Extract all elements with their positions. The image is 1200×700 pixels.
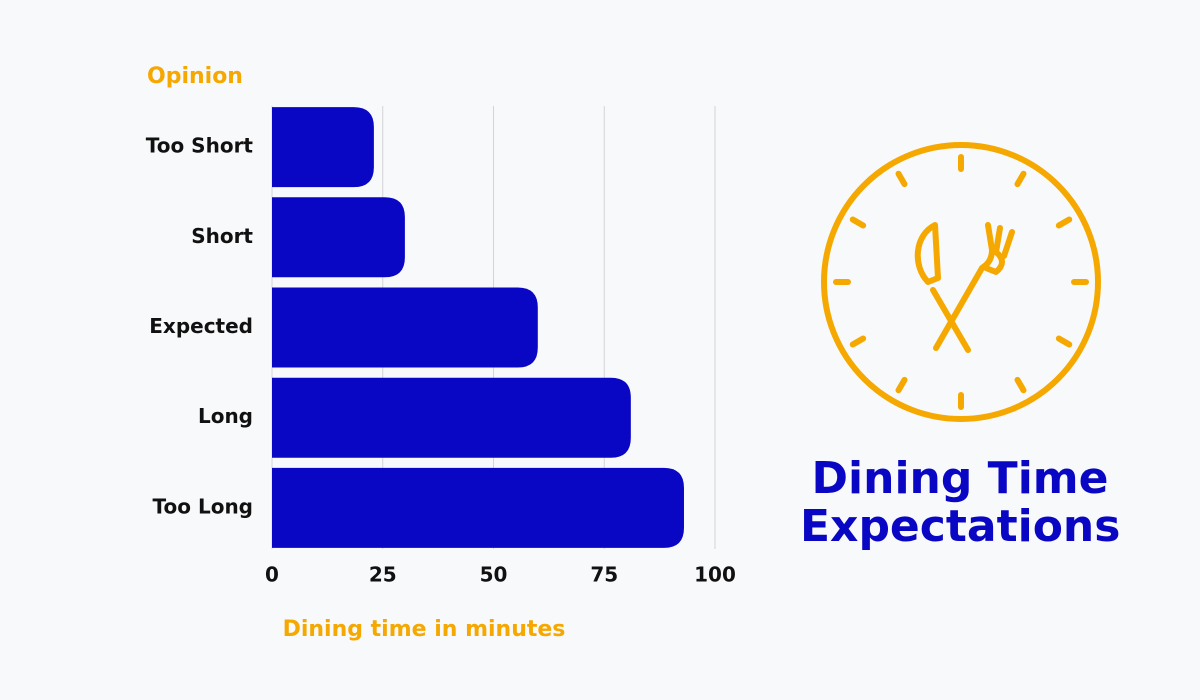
clock-face bbox=[821, 142, 1101, 422]
x-tick-label: 50 bbox=[480, 563, 508, 587]
bar bbox=[272, 467, 684, 548]
y-tick-label: Long bbox=[198, 404, 253, 428]
y-axis-title: Opinion bbox=[147, 64, 243, 89]
y-tick-label: Short bbox=[191, 224, 253, 248]
y-tick-label: Expected bbox=[149, 314, 253, 338]
clock-tick bbox=[1055, 216, 1073, 229]
clock-ticks bbox=[833, 154, 1089, 410]
x-tick-label: 75 bbox=[590, 563, 618, 587]
fork bbox=[933, 222, 1015, 351]
clock-tick bbox=[1055, 335, 1073, 348]
bar bbox=[272, 197, 405, 278]
clock-tick bbox=[895, 170, 908, 188]
clock-tick bbox=[1014, 376, 1027, 394]
clock-tick bbox=[849, 216, 867, 229]
clock-icon bbox=[821, 142, 1101, 422]
x-tick-label: 0 bbox=[265, 563, 279, 587]
x-axis-title: Dining time in minutes bbox=[283, 617, 566, 642]
clock-tick bbox=[1014, 170, 1027, 188]
chart-title: Dining Time Expectations bbox=[800, 453, 1121, 552]
x-tick-label: 100 bbox=[694, 563, 736, 587]
x-tick-label: 25 bbox=[369, 563, 397, 587]
clock-tick bbox=[849, 335, 867, 348]
y-tick-label: Too Short bbox=[146, 134, 254, 158]
bar bbox=[272, 107, 374, 188]
bar bbox=[272, 287, 538, 368]
clock-tick bbox=[895, 376, 908, 394]
bar bbox=[272, 377, 631, 458]
y-tick-label: Too Long bbox=[153, 494, 253, 518]
